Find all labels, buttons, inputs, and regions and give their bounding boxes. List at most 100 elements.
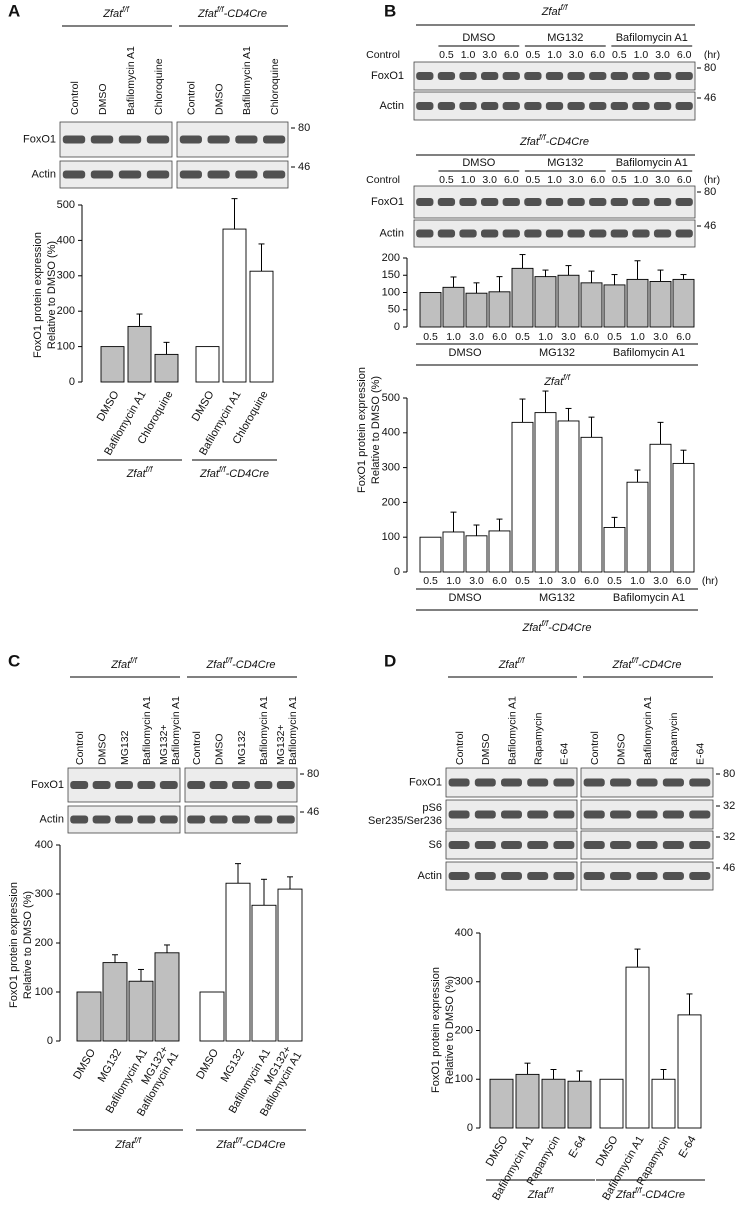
band bbox=[553, 778, 575, 787]
error-bar bbox=[588, 270, 595, 283]
band bbox=[653, 72, 672, 80]
y-axis-label: FoxO1 protein expression bbox=[32, 232, 44, 358]
band bbox=[179, 135, 202, 144]
lane-group-label: MG132 bbox=[547, 32, 583, 44]
band bbox=[502, 229, 520, 238]
lane-label: 0.5 bbox=[439, 174, 454, 186]
genotype-superscript: f/f bbox=[631, 656, 638, 665]
row-label: Actin bbox=[380, 100, 404, 112]
band bbox=[583, 810, 605, 819]
x-tick-label: 6.0 bbox=[676, 331, 691, 343]
bar bbox=[626, 278, 649, 328]
genotype-label: Zfatf/f-CD4Cre bbox=[215, 1136, 285, 1151]
lane-label: MG132+Bafilomycin A1 bbox=[275, 696, 299, 765]
x-tick-label: DMSO bbox=[71, 1047, 98, 1082]
genotype-base: Zfat bbox=[197, 8, 218, 20]
band bbox=[159, 781, 178, 789]
x-tick-label: MG132 bbox=[219, 1047, 247, 1084]
band bbox=[662, 778, 684, 787]
x-tick-label: 1.0 bbox=[446, 331, 461, 343]
genotype-suffix: -CD4Cre bbox=[546, 136, 589, 148]
x-tick-label: 0.5 bbox=[607, 575, 622, 587]
x-tick-label: 6.0 bbox=[584, 575, 599, 587]
genotype-superscript: f/f bbox=[134, 1136, 141, 1145]
row-label: FoxO1 bbox=[31, 779, 64, 791]
bar bbox=[199, 991, 225, 1042]
x-tick-label: MG132 bbox=[96, 1047, 124, 1084]
panel-letter: A bbox=[8, 1, 20, 20]
genotype-base: Zfat bbox=[543, 376, 564, 388]
bar bbox=[603, 527, 626, 573]
row-label: Actin bbox=[40, 813, 64, 825]
error-bar bbox=[231, 198, 238, 230]
error-bar bbox=[136, 313, 143, 327]
bar bbox=[625, 966, 650, 1129]
lane-label: 0.5 bbox=[526, 174, 541, 186]
lane-label: 0.5 bbox=[526, 49, 541, 61]
bar bbox=[154, 952, 180, 1042]
band bbox=[662, 841, 684, 849]
y-tick-label: 0 bbox=[394, 321, 400, 333]
band bbox=[689, 872, 711, 880]
band bbox=[276, 815, 295, 824]
row-label-line: Ser235/Ser236 bbox=[368, 815, 442, 827]
x-tick-label: 6.0 bbox=[584, 331, 599, 343]
genotype-suffix: -CD4Cre bbox=[224, 8, 267, 20]
y-axis-label: Relative to DMSO (%) bbox=[444, 976, 456, 1084]
bar bbox=[195, 346, 220, 383]
band bbox=[527, 810, 549, 819]
genotype-label: Zfatf/f bbox=[114, 1136, 141, 1151]
lane-label-line: MG132+ bbox=[275, 724, 287, 765]
band bbox=[474, 778, 496, 787]
bar bbox=[76, 991, 102, 1042]
genotype-suffix: -CD4Cre bbox=[226, 468, 269, 480]
error-bar bbox=[112, 954, 118, 963]
y-tick-label: 100 bbox=[455, 1073, 473, 1085]
band bbox=[187, 781, 206, 789]
lane-label: 6.0 bbox=[504, 49, 519, 61]
band bbox=[610, 778, 632, 787]
genotype-superscript: f/f bbox=[541, 619, 548, 628]
row-label: S6 bbox=[429, 839, 442, 851]
lane-label: 6.0 bbox=[677, 49, 692, 61]
band bbox=[632, 198, 650, 206]
genotype-superscript: f/f bbox=[122, 5, 129, 14]
band bbox=[524, 72, 542, 80]
error-bar bbox=[576, 1070, 583, 1082]
bar bbox=[442, 531, 465, 573]
genotype-base: Zfat bbox=[541, 6, 562, 18]
x-tick-label: 0.5 bbox=[423, 331, 438, 343]
y-tick-label: 200 bbox=[57, 305, 75, 317]
error-bar bbox=[588, 416, 595, 438]
band bbox=[636, 778, 658, 787]
bar bbox=[672, 278, 695, 328]
x-tick-label: 1.0 bbox=[538, 331, 553, 343]
y-tick-label: 200 bbox=[382, 252, 400, 264]
band bbox=[589, 72, 607, 80]
lane-label: DMSO bbox=[97, 84, 109, 116]
y-tick-label: 0 bbox=[394, 566, 400, 578]
lane-label: 1.0 bbox=[547, 174, 562, 186]
band bbox=[437, 72, 456, 80]
lane-label: 0.5 bbox=[612, 174, 627, 186]
x-tick-label: 6.0 bbox=[676, 575, 691, 587]
lane-label: 6.0 bbox=[590, 174, 605, 186]
bar bbox=[127, 325, 152, 383]
band bbox=[610, 841, 632, 849]
lane-label: 3.0 bbox=[569, 49, 584, 61]
bar bbox=[222, 228, 247, 383]
x-tick-label: DMSO bbox=[194, 1047, 221, 1082]
lane-label: E-64 bbox=[559, 743, 571, 765]
band bbox=[416, 198, 434, 206]
genotype-suffix: -CD4Cre bbox=[232, 659, 275, 671]
band bbox=[62, 170, 86, 179]
band bbox=[70, 815, 89, 824]
row-label: Actin bbox=[32, 168, 56, 180]
genotype-suffix: -CD4Cre bbox=[638, 659, 681, 671]
marker-label: 80 bbox=[723, 768, 735, 780]
band bbox=[416, 229, 434, 238]
row-label: FoxO1 bbox=[371, 70, 404, 82]
genotype-superscript: f/f bbox=[225, 656, 232, 665]
bar bbox=[677, 1014, 702, 1129]
